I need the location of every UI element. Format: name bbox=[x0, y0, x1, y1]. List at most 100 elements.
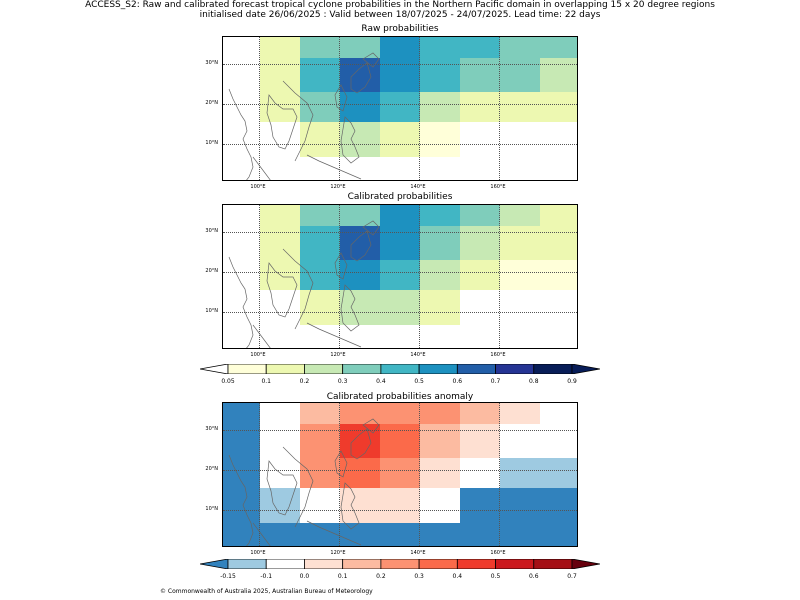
longitude-label: 120°E bbox=[330, 184, 346, 190]
colorbar-segment bbox=[456, 364, 496, 374]
region-cell bbox=[380, 290, 420, 325]
region-cell bbox=[300, 424, 340, 458]
colorbar-segment bbox=[418, 559, 458, 569]
raw-probabilities-map bbox=[222, 36, 578, 181]
latitude-label: 20°N bbox=[205, 466, 218, 472]
region-cell bbox=[420, 523, 460, 546]
coastline bbox=[228, 220, 380, 348]
calibrated-anomaly-title: Calibrated probabilities anomaly bbox=[326, 392, 474, 402]
region-cell bbox=[260, 523, 300, 546]
region-cell bbox=[300, 260, 340, 290]
colorbar-tick-label: 0.7 bbox=[490, 378, 501, 385]
longitude-gridline bbox=[339, 403, 340, 546]
region-cell bbox=[500, 205, 540, 226]
colorbar-segment bbox=[227, 364, 267, 374]
latitude-label: 10°N bbox=[205, 506, 218, 512]
colorbar-segment bbox=[456, 559, 496, 569]
region-cell bbox=[380, 92, 420, 122]
region-cell bbox=[380, 226, 420, 260]
region-cell bbox=[420, 37, 460, 58]
colorbar-tick-label: 0.3 bbox=[414, 573, 424, 580]
region-cell bbox=[540, 458, 577, 488]
region-cell bbox=[300, 403, 340, 424]
region-cell bbox=[340, 488, 380, 523]
coastline bbox=[228, 418, 380, 546]
region-cell bbox=[500, 92, 540, 122]
region-cell bbox=[380, 523, 420, 546]
longitude-gridline bbox=[499, 37, 500, 180]
colorbar-segment bbox=[342, 559, 382, 569]
colorbar-under-extension bbox=[200, 559, 229, 569]
latitude-gridline bbox=[223, 312, 577, 313]
colorbar-tick-label: 0.2 bbox=[376, 573, 386, 580]
region-cell bbox=[223, 458, 260, 488]
region-cell bbox=[380, 260, 420, 290]
region-cell bbox=[500, 260, 540, 290]
region-cell bbox=[500, 488, 540, 523]
latitude-label: 20°N bbox=[205, 100, 218, 106]
colorbar-tick-label: 0.6 bbox=[528, 573, 539, 580]
region-cell bbox=[300, 58, 340, 92]
latitude-gridline bbox=[223, 272, 577, 273]
region-cell bbox=[340, 122, 380, 157]
calibrated-probabilities-map bbox=[222, 204, 578, 349]
latitude-label: 10°N bbox=[205, 308, 218, 314]
region-cell bbox=[420, 58, 460, 92]
colorbar-tick-label: 0.5 bbox=[414, 378, 424, 385]
colorbar-segment bbox=[304, 559, 344, 569]
longitude-gridline bbox=[259, 205, 260, 348]
region-cell bbox=[340, 290, 380, 325]
region-cell bbox=[460, 92, 500, 122]
region-cell bbox=[460, 205, 500, 226]
region-cell bbox=[460, 260, 500, 290]
region-cell bbox=[420, 290, 460, 325]
region-cell bbox=[460, 226, 500, 260]
colorbar-tick-label: 0.7 bbox=[567, 573, 577, 580]
region-cell bbox=[460, 523, 500, 546]
region-cell bbox=[460, 488, 500, 523]
region-cell bbox=[300, 205, 340, 226]
region-cell bbox=[420, 92, 460, 122]
region-cell bbox=[380, 37, 420, 58]
region-cell bbox=[420, 458, 460, 488]
colorbar-tick-label: 0.9 bbox=[567, 378, 577, 385]
region-cell bbox=[223, 523, 260, 546]
colorbar-segment bbox=[380, 559, 420, 569]
region-cell bbox=[540, 205, 577, 226]
region-cell bbox=[420, 403, 460, 424]
longitude-gridline bbox=[499, 205, 500, 348]
region-cell bbox=[260, 226, 300, 260]
region-cell bbox=[260, 58, 300, 92]
region-cell bbox=[540, 58, 577, 92]
colorbar-segment bbox=[227, 559, 267, 569]
colorbar-tick-label: 0.1 bbox=[337, 573, 348, 580]
figure-subtitle: initialised date 26/06/2025 : Valid betw… bbox=[199, 10, 601, 20]
region-cell bbox=[500, 523, 540, 546]
colorbar-segment bbox=[380, 364, 420, 374]
colorbar-tick-label: 0.8 bbox=[528, 378, 539, 385]
region-cell bbox=[340, 58, 380, 92]
latitude-label: 10°N bbox=[205, 140, 218, 146]
region-cell bbox=[420, 122, 460, 157]
latitude-gridline bbox=[223, 232, 577, 233]
colorbar-tick-label: -0.1 bbox=[260, 573, 273, 580]
region-cell bbox=[500, 458, 540, 488]
region-cell bbox=[540, 37, 577, 58]
colorbar-tick-label: 0.4 bbox=[376, 378, 386, 385]
region-cell bbox=[300, 523, 340, 546]
colorbar-tick-label: 0.5 bbox=[490, 573, 501, 580]
region-cell bbox=[300, 290, 340, 325]
copyright-footer: © Commonwealth of Australia 2025, Austra… bbox=[160, 588, 373, 595]
region-cell bbox=[460, 424, 500, 458]
longitude-label: 160°E bbox=[490, 352, 506, 358]
region-cell bbox=[500, 58, 540, 92]
region-cell bbox=[500, 403, 540, 424]
longitude-gridline bbox=[419, 37, 420, 180]
longitude-label: 100°E bbox=[250, 352, 266, 358]
calibrated-probabilities-title: Calibrated probabilities bbox=[347, 192, 453, 202]
colorbar-over-extension bbox=[571, 559, 600, 569]
colorbar-segment bbox=[265, 559, 305, 569]
probability-colorbar: 0.05 0.1 0.2 0.3 0.4 0.5 0.6 0.7 0.8 0.9 bbox=[200, 364, 600, 385]
figure-title: ACCESS_S2: Raw and calibrated forecast t… bbox=[85, 0, 715, 10]
colorbar-tick-label: 0.3 bbox=[337, 378, 348, 385]
